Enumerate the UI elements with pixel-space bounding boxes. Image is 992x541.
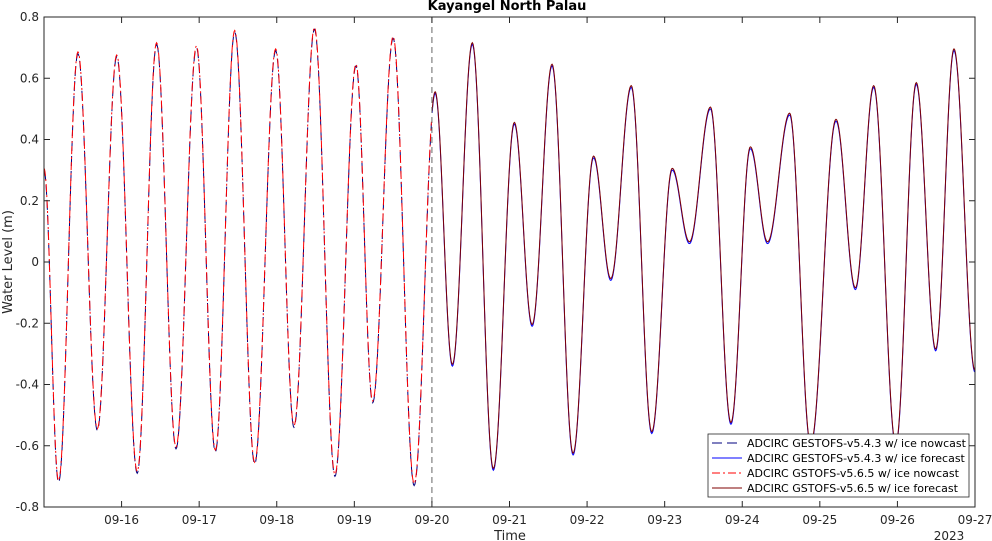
y-tick-label: 0.2 bbox=[20, 194, 39, 208]
x-tick-label: 09-16 bbox=[104, 513, 139, 527]
legend-label: ADCIRC GSTOFS-v5.6.5 w/ ice nowcast bbox=[747, 467, 960, 480]
y-tick-label: -0.4 bbox=[16, 378, 39, 392]
x-tick-label: 09-23 bbox=[647, 513, 682, 527]
y-tick-label: -0.2 bbox=[16, 316, 39, 330]
legend-label: ADCIRC GESTOFS-v5.4.3 w/ ice forecast bbox=[747, 452, 966, 465]
x-tick-label: 09-18 bbox=[259, 513, 294, 527]
series-layer bbox=[43, 26, 976, 487]
series-line-4 bbox=[431, 41, 976, 470]
legend-label: ADCIRC GSTOFS-v5.6.5 w/ ice forecast bbox=[747, 482, 959, 495]
legend: ADCIRC GESTOFS-v5.4.3 w/ ice nowcast ADCI… bbox=[707, 433, 970, 498]
x-tick-label: 09-17 bbox=[182, 513, 217, 527]
x-tick-label: 09-21 bbox=[492, 513, 527, 527]
x-tick-label: 09-25 bbox=[802, 513, 837, 527]
y-tick-label: -0.6 bbox=[16, 439, 39, 453]
y-tick-label: 0.4 bbox=[20, 133, 39, 147]
x-tick-label: 09-22 bbox=[570, 513, 605, 527]
x-tick-label: 09-27 bbox=[958, 513, 992, 527]
y-tick-label: -0.8 bbox=[16, 500, 39, 514]
legend-label: ADCIRC GESTOFS-v5.4.3 w/ ice nowcast bbox=[747, 437, 967, 450]
chart-title: Kayangel North Palau bbox=[428, 0, 587, 14]
x-tick-label: 09-19 bbox=[337, 513, 372, 527]
series-line-3 bbox=[43, 26, 432, 485]
legend-box bbox=[707, 433, 970, 498]
x-tick-label: 09-24 bbox=[725, 513, 760, 527]
y-tick-label: 0 bbox=[31, 255, 39, 269]
year-label: 2023 bbox=[934, 529, 965, 541]
y-tick-label: 0.6 bbox=[20, 71, 39, 85]
y-tick-label: 0.8 bbox=[20, 10, 39, 24]
x-tick-label: 09-26 bbox=[880, 513, 915, 527]
x-axis-label: Time bbox=[493, 529, 526, 541]
plot-area bbox=[44, 17, 975, 507]
y-axis-label: Water Level (m) bbox=[1, 210, 16, 314]
x-axis-ticks: 09-16 09-17 09-18 09-19 09-20 09-21 09-22 09-23… bbox=[104, 17, 992, 527]
x-tick-label: 09-20 bbox=[414, 513, 449, 527]
y-axis-ticks: -0.8 -0.6 -0.4 -0.2 0 0.2 0.4 0.6 0.8 bbox=[16, 10, 975, 514]
